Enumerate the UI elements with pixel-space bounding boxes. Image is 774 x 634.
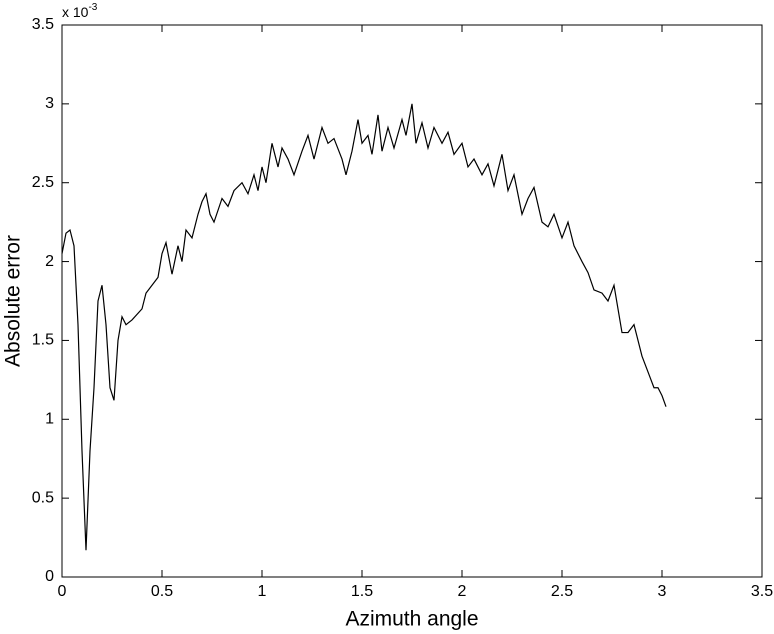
plot-frame [61,24,763,578]
y-multiplier-exponent: -3 [88,2,97,13]
y-tick-label: 2.5 [32,174,54,191]
y-tick-label: 0 [45,568,54,585]
x-tick-label: 3.5 [751,583,773,600]
y-tick-label: 3.5 [32,16,54,33]
data-line [61,103,667,551]
y-tick-label: 1 [45,411,54,428]
x-tick-label: 3 [658,583,667,600]
y-multiplier-base: x 10 [62,4,89,20]
x-tick-label: 1 [258,583,267,600]
x-tick-label: 1.5 [351,583,373,600]
x-axis-label: Azimuth angle [345,608,478,631]
y-tick-label: 0.5 [32,489,54,506]
y-tick-label: 3 [45,95,54,112]
x-tick-label: 0 [58,583,67,600]
x-tick-label: 2 [458,583,467,600]
x-tick-label: 2.5 [551,583,573,600]
x-tick-label: 0.5 [151,583,173,600]
y-multiplier: x 10-3 [62,2,98,20]
y-tick-label: 1.5 [32,332,54,349]
y-tick-label: 2 [45,253,54,270]
y-axis-label: Absolute error [2,235,25,367]
